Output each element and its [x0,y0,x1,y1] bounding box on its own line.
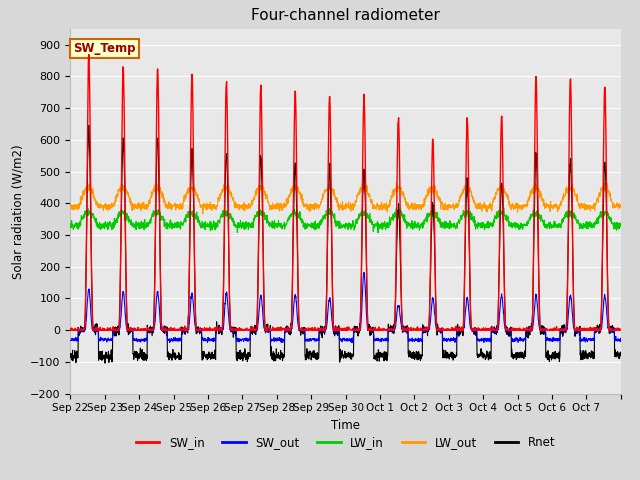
X-axis label: Time: Time [331,419,360,432]
Legend: SW_in, SW_out, LW_in, LW_out, Rnet: SW_in, SW_out, LW_in, LW_out, Rnet [131,431,560,454]
Text: SW_Temp: SW_Temp [73,42,136,55]
Y-axis label: Solar radiation (W/m2): Solar radiation (W/m2) [12,144,24,278]
Title: Four-channel radiometer: Four-channel radiometer [251,9,440,24]
